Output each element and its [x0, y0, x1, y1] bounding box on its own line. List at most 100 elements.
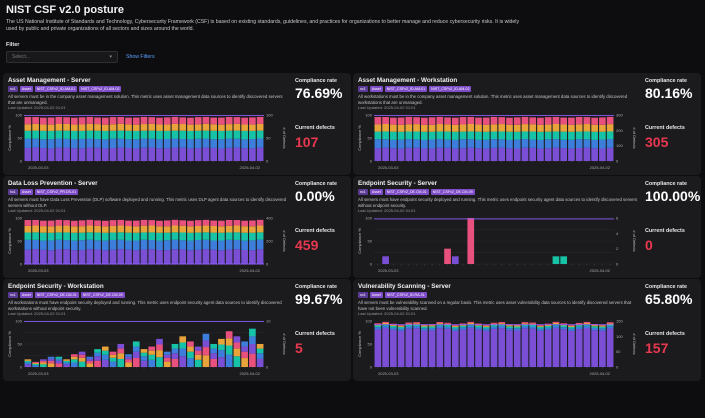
defect-bar-segment: [101, 354, 109, 360]
tag-list: nc1 Asset NIST_CSFv2_ID.AM-01 NIST_CSFv2_ID…: [358, 86, 472, 92]
defect-bar-segment: [436, 147, 444, 161]
tag-badge: nc1: [358, 292, 368, 298]
y-left-tick: 0: [20, 365, 23, 370]
defect-bar-segment: [467, 123, 475, 132]
defect-bar-segment: [101, 240, 109, 251]
defect-bar-segment: [125, 249, 132, 264]
defect-bar-segment: [156, 350, 163, 358]
defect-bar-segment: [86, 225, 94, 233]
defect-bar-segment: [63, 249, 70, 264]
defect-bar-segment: [521, 328, 529, 367]
defect-bar-segment: [606, 116, 614, 125]
defect-bar-segment: [86, 249, 94, 264]
defect-bar-segment: [233, 232, 241, 240]
defect-bar-segment: [420, 326, 428, 329]
defect-bar-segment: [171, 147, 179, 161]
defect-bar-segment: [606, 324, 614, 327]
defect-bar-segment: [498, 124, 506, 132]
y-right-tick: 100: [616, 143, 623, 148]
defect-bar-segment: [179, 117, 187, 125]
defect-bar-segment: [148, 147, 156, 161]
compliance-rate-value: 0.00%: [295, 188, 335, 204]
defect-bar-segment: [482, 148, 490, 161]
x-start-tick: 2025-03-03: [378, 371, 399, 376]
defect-bar-segment: [467, 147, 475, 161]
defect-bar-segment: [78, 357, 86, 362]
defect-bar-segment: [241, 358, 248, 367]
y-right-axis-title: # of Defects: [632, 127, 637, 148]
defect-bar-segment: [94, 349, 101, 353]
defect-bar-segment: [606, 322, 614, 324]
defect-bar-segment: [109, 148, 117, 161]
current-defects-value: 0: [645, 237, 653, 253]
defect-bar-segment: [148, 117, 156, 124]
defect-bar-segment: [55, 358, 63, 361]
defect-bar-segment: [444, 324, 451, 327]
defect-bar-segment: [140, 138, 148, 148]
defect-bar-segment: [397, 325, 405, 327]
card-description-text: All workstations must have endpoint secu…: [8, 300, 282, 311]
y-right-axis-title: # of Defects: [282, 333, 287, 354]
defect-bar-segment: [256, 219, 264, 226]
defect-bar-segment: [436, 124, 444, 132]
defect-bar-segment: [444, 328, 451, 367]
defect-bar-segment: [233, 356, 241, 367]
defect-bar-segment: [552, 131, 560, 140]
show-filters-link[interactable]: Show Filters: [126, 54, 155, 60]
defect-bar-segment: [413, 147, 420, 161]
last-updated: Last Updated: 2025-04-02 01:01: [8, 208, 66, 213]
defect-bar-segment: [24, 362, 32, 365]
defect-bar-segment: [521, 322, 529, 324]
defect-bar-segment: [32, 365, 39, 367]
defect-bar-segment: [482, 324, 490, 326]
defect-bar-segment: [459, 124, 467, 132]
defect-bar: [467, 218, 475, 264]
defect-bar-segment: [24, 232, 32, 240]
defect-bar-segment: [194, 239, 202, 250]
defect-bar-segment: [420, 148, 428, 161]
defect-bar-segment: [55, 363, 63, 367]
defect-bar-segment: [24, 364, 32, 367]
defect-bar-segment: [405, 328, 413, 367]
x-start-tick: 2025-03-03: [28, 268, 49, 273]
defect-bar-segment: [568, 328, 575, 331]
defect-bar-segment: [163, 357, 171, 362]
defect-bar-segment: [179, 336, 187, 343]
defect-bar-segment: [132, 341, 140, 347]
defect-bar-segment: [420, 124, 428, 132]
defect-bar-segment: [187, 346, 194, 352]
defect-bar: [444, 248, 451, 264]
defect-bar-segment: [86, 219, 94, 226]
filter-select[interactable]: Select... ▾: [6, 51, 118, 63]
defect-bar-segment: [78, 351, 86, 355]
defect-bar-segment: [241, 124, 248, 131]
defect-bar-segment: [451, 328, 459, 331]
defect-bar-segment: [187, 358, 194, 367]
defect-bar-segment: [552, 325, 560, 328]
defect-bar-segment: [506, 326, 513, 329]
defect-bar-segment: [179, 220, 187, 226]
defect-bar-segment: [382, 325, 389, 328]
defect-bar-segment: [390, 148, 397, 161]
defect-bar-segment: [194, 148, 202, 161]
compliance-rate-value: 99.67%: [295, 291, 343, 307]
defect-bar-segment: [140, 360, 148, 367]
filter-label: Filter: [6, 42, 20, 48]
y-left-tick: 50: [18, 136, 23, 141]
defect-bar-segment: [47, 360, 55, 364]
defect-bar-segment: [374, 131, 382, 140]
defect-bar-segment: [241, 220, 248, 227]
defect-bar-segment: [218, 240, 225, 251]
last-updated: Last Updated: 2025-04-02 01:01: [358, 208, 416, 213]
defect-bar-segment: [171, 225, 179, 233]
defect-bar-segment: [78, 138, 86, 149]
defect-bar-segment: [218, 148, 225, 161]
tag-badge: NIST_CSFv2_DE.CM-09: [80, 292, 125, 298]
defect-bar-segment: [537, 326, 544, 329]
defect-bar-segment: [233, 342, 241, 349]
defect-bar-segment: [513, 131, 521, 140]
defect-bar-segment: [132, 232, 140, 241]
last-updated: Last Updated: 2025-04-02 01:01: [358, 105, 416, 110]
defect-bar-segment: [459, 325, 467, 328]
card-description: All servers must have endpoint security …: [358, 197, 638, 214]
